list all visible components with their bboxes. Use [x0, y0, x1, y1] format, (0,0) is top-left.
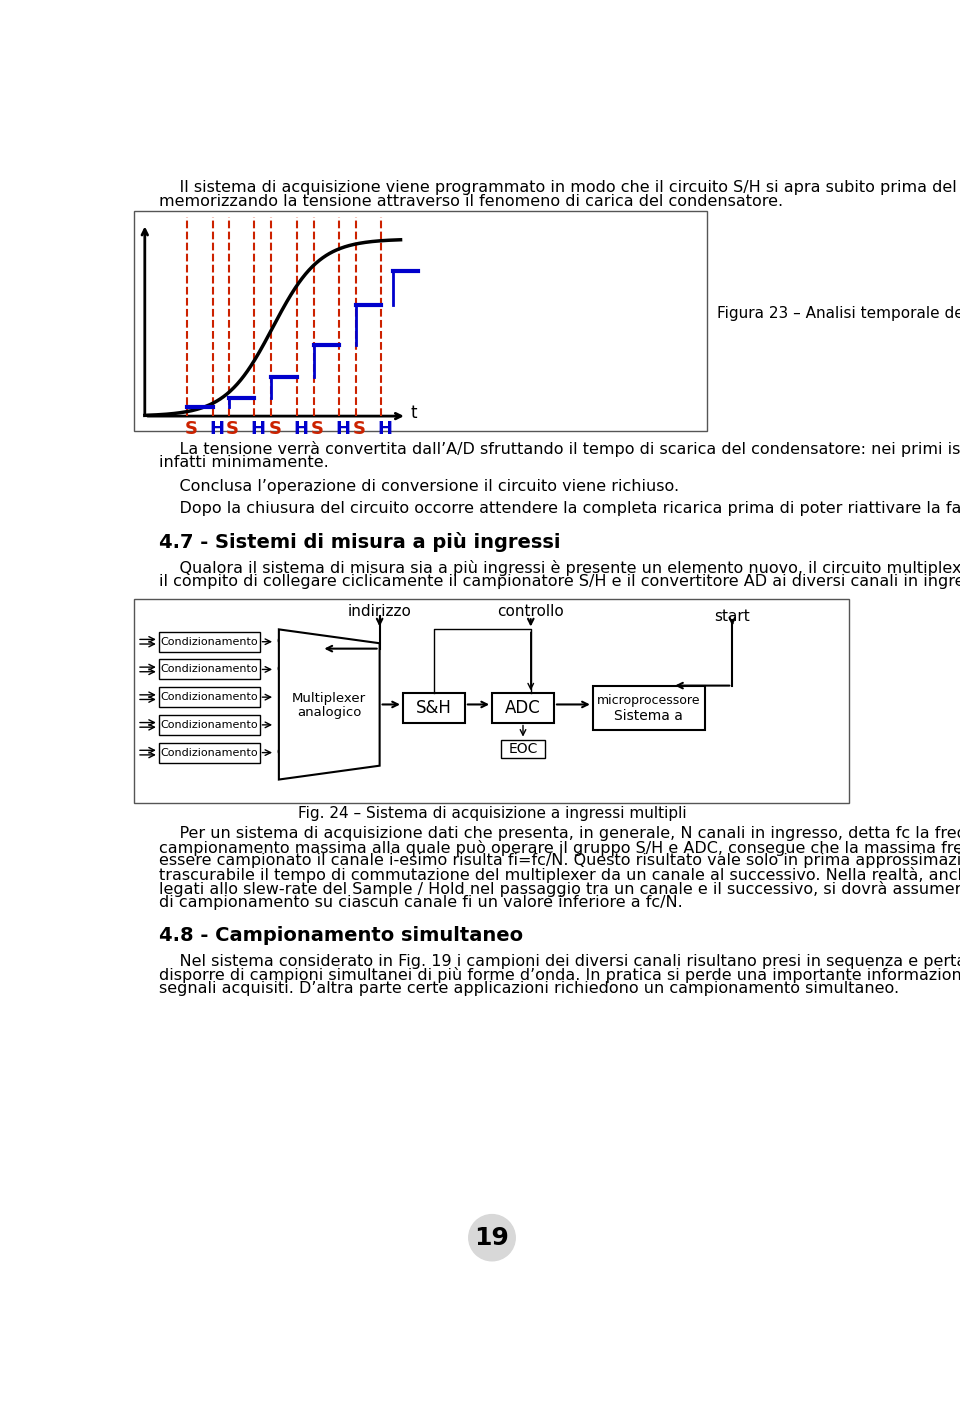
- Text: Nel sistema considerato in Fig. 19 i campioni dei diversi canali risultano presi: Nel sistema considerato in Fig. 19 i cam…: [158, 953, 960, 969]
- Bar: [158, 632, 259, 652]
- Text: 19: 19: [474, 1226, 510, 1250]
- Text: memorizzando la tensione attraverso il fenomeno di carica del condensatore.: memorizzando la tensione attraverso il f…: [158, 194, 782, 210]
- Text: essere campionato il canale i-esimo risulta fi=fc/N. Questo risultato vale solo : essere campionato il canale i-esimo risu…: [158, 853, 960, 869]
- Text: legati allo slew-rate del Sample / Hold nel passaggio tra un canale e il success: legati allo slew-rate del Sample / Hold …: [158, 882, 960, 898]
- Bar: [592, 685, 706, 731]
- Text: La tensione verrà convertita dall’A/D sfruttando il tempo di scarica del condens: La tensione verrà convertita dall’A/D sf…: [158, 441, 960, 457]
- Text: Fig. 24 – Sistema di acquisizione a ingressi multipli: Fig. 24 – Sistema di acquisizione a ingr…: [298, 806, 686, 822]
- Bar: [492, 694, 554, 722]
- Text: S: S: [311, 420, 324, 438]
- Text: Figura 23 – Analisi temporale del circuito S/H: Figura 23 – Analisi temporale del circui…: [717, 307, 960, 321]
- Text: start: start: [714, 608, 750, 624]
- Bar: [134, 211, 708, 431]
- Text: S: S: [184, 420, 198, 438]
- Text: Dopo la chiusura del circuito occorre attendere la completa ricarica prima di po: Dopo la chiusura del circuito occorre at…: [158, 501, 960, 515]
- Text: H: H: [251, 420, 266, 438]
- Text: H: H: [209, 420, 225, 438]
- Bar: [134, 598, 849, 802]
- Text: Condizionamento: Condizionamento: [160, 665, 258, 675]
- Text: Sistema a: Sistema a: [614, 709, 684, 722]
- Text: S: S: [226, 420, 239, 438]
- Text: S: S: [269, 420, 281, 438]
- Bar: [158, 742, 259, 762]
- Text: CH 0: CH 0: [276, 635, 309, 648]
- Text: Multiplexer: Multiplexer: [292, 692, 367, 705]
- Text: Condizionamento: Condizionamento: [160, 719, 258, 729]
- Text: ADC: ADC: [505, 699, 540, 716]
- Circle shape: [468, 1214, 516, 1261]
- Text: H: H: [377, 420, 393, 438]
- Text: 4.8 - Campionamento simultaneo: 4.8 - Campionamento simultaneo: [158, 926, 523, 945]
- Polygon shape: [278, 629, 379, 779]
- Text: il compito di collegare ciclicamente il campionatore S/H e il convertitore AD ai: il compito di collegare ciclicamente il …: [158, 574, 960, 589]
- Text: CH 1: CH 1: [276, 664, 309, 676]
- Text: controllo: controllo: [497, 604, 564, 619]
- Bar: [403, 694, 465, 722]
- Text: Condizionamento: Condizionamento: [160, 636, 258, 646]
- Text: indirizzo: indirizzo: [348, 604, 412, 619]
- Text: H: H: [336, 420, 350, 438]
- Bar: [158, 659, 259, 679]
- Text: t: t: [411, 404, 418, 422]
- Text: infatti minimamente.: infatti minimamente.: [158, 455, 328, 469]
- Text: trascurabile il tempo di commutazione del multiplexer da un canale al successivo: trascurabile il tempo di commutazione de…: [158, 868, 960, 883]
- Text: Qualora il sistema di misura sia a più ingressi è presente un elemento nuovo, il: Qualora il sistema di misura sia a più i…: [158, 559, 960, 577]
- Text: Il sistema di acquisizione viene programmato in modo che il circuito S/H si apra: Il sistema di acquisizione viene program…: [158, 180, 960, 195]
- Text: EOC: EOC: [508, 742, 538, 756]
- Text: S: S: [353, 420, 366, 438]
- Text: Per un sistema di acquisizione dati che presenta, in generale, N canali in ingre: Per un sistema di acquisizione dati che …: [158, 826, 960, 841]
- Text: 4.7 - Sistemi di misura a più ingressi: 4.7 - Sistemi di misura a più ingressi: [158, 532, 561, 552]
- Text: Condizionamento: Condizionamento: [160, 748, 258, 758]
- Bar: [158, 688, 259, 708]
- Text: di campionamento su ciascun canale fi un valore inferiore a fc/N.: di campionamento su ciascun canale fi un…: [158, 895, 683, 910]
- Text: campionamento massima alla quale può operare il gruppo S/H e ADC, consegue che l: campionamento massima alla quale può ope…: [158, 839, 960, 856]
- Text: H: H: [293, 420, 308, 438]
- Text: CH(N-1): CH(N-1): [276, 746, 332, 759]
- Bar: [158, 715, 259, 735]
- Text: disporre di campioni simultanei di più forme d’onda. In pratica si perde una imp: disporre di campioni simultanei di più f…: [158, 966, 960, 983]
- Text: S&H: S&H: [416, 699, 452, 716]
- Text: analogico: analogico: [297, 706, 361, 719]
- Text: Conclusa l’operazione di conversione il circuito viene richiuso.: Conclusa l’operazione di conversione il …: [158, 479, 679, 494]
- Text: microprocessore: microprocessore: [597, 694, 701, 706]
- Text: segnali acquisiti. D’altra parte certe applicazioni richiedono un campionamento : segnali acquisiti. D’altra parte certe a…: [158, 980, 899, 996]
- Text: Condizionamento: Condizionamento: [160, 692, 258, 702]
- Bar: [501, 739, 544, 758]
